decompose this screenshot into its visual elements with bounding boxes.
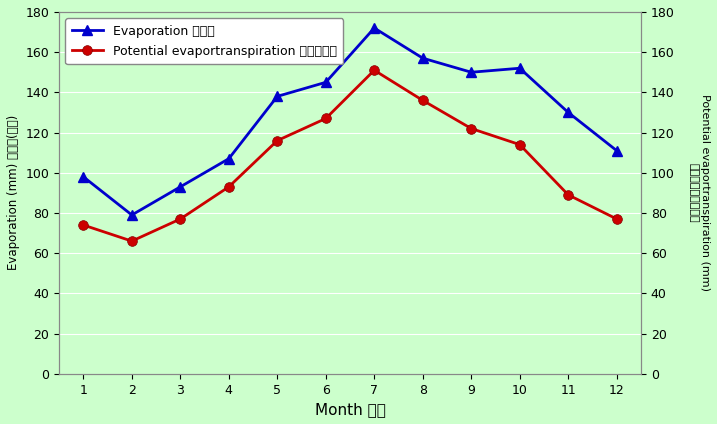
Evaporation 蔭發量 bbox=[224, 156, 233, 161]
Evaporation 蔭發量 bbox=[516, 66, 524, 71]
Evaporation 蔭發量 bbox=[176, 184, 184, 190]
Potential evaportranspiration 可能蔭散量 bbox=[224, 184, 233, 190]
Evaporation 蔭發量 bbox=[564, 110, 573, 115]
Potential evaportranspiration 可能蔭散量 bbox=[176, 216, 184, 221]
X-axis label: Month 月份: Month 月份 bbox=[315, 402, 386, 417]
Evaporation 蔭發量 bbox=[128, 212, 136, 218]
Line: Evaporation 蔭發量: Evaporation 蔭發量 bbox=[78, 23, 622, 220]
Potential evaportranspiration 可能蔭散量 bbox=[79, 223, 87, 228]
Potential evaportranspiration 可能蔭散量 bbox=[516, 142, 524, 147]
Potential evaportranspiration 可能蔭散量 bbox=[612, 216, 621, 221]
Legend: Evaporation 蔭發量, Potential evaportranspiration 可能蔭散量: Evaporation 蔭發量, Potential evaportranspi… bbox=[65, 18, 343, 64]
Potential evaportranspiration 可能蔭散量 bbox=[370, 68, 379, 73]
Evaporation 蔭發量 bbox=[273, 94, 282, 99]
Evaporation 蔭發量 bbox=[467, 70, 475, 75]
Evaporation 蔭發量 bbox=[612, 148, 621, 153]
Potential evaportranspiration 可能蔭散量 bbox=[321, 116, 330, 121]
Evaporation 蔭發量 bbox=[370, 25, 379, 31]
Y-axis label: Evaporation (mm) 蔭發量(毫米): Evaporation (mm) 蔭發量(毫米) bbox=[7, 115, 20, 271]
Y-axis label: Potential evaportranspiration (mm)
可能蔭散量（毫米）: Potential evaportranspiration (mm) 可能蔭散量… bbox=[688, 95, 710, 291]
Potential evaportranspiration 可能蔭散量 bbox=[467, 126, 475, 131]
Evaporation 蔭發量 bbox=[321, 80, 330, 85]
Potential evaportranspiration 可能蔭散量 bbox=[419, 98, 427, 103]
Evaporation 蔭發量 bbox=[79, 174, 87, 179]
Evaporation 蔭發量 bbox=[419, 56, 427, 61]
Potential evaportranspiration 可能蔭散量 bbox=[564, 192, 573, 198]
Line: Potential evaportranspiration 可能蔭散量: Potential evaportranspiration 可能蔭散量 bbox=[78, 65, 622, 246]
Potential evaportranspiration 可能蔭散量 bbox=[128, 239, 136, 244]
Potential evaportranspiration 可能蔭散量 bbox=[273, 138, 282, 143]
